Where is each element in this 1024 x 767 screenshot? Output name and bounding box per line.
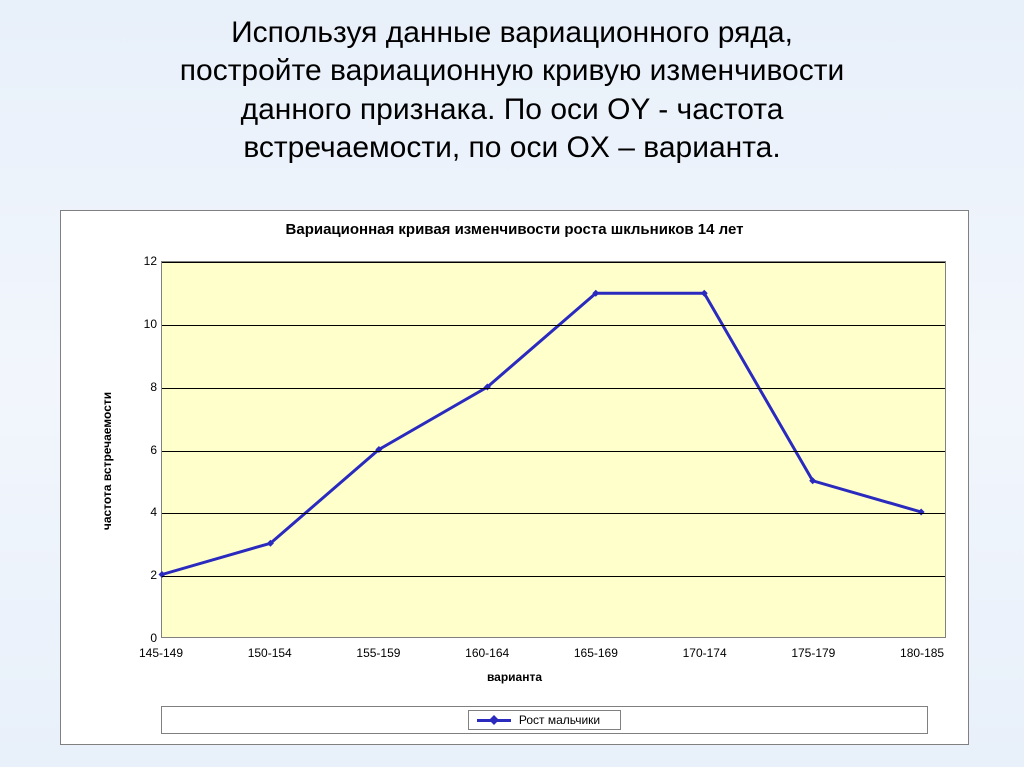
gridline	[162, 325, 945, 326]
heading-line: постройте вариационную кривую изменчивос…	[180, 54, 844, 87]
x-tick-label: 155-159	[356, 646, 400, 660]
gridline	[162, 576, 945, 577]
x-tick-label: 165-169	[574, 646, 618, 660]
y-tick-label: 12	[119, 254, 157, 268]
gridline	[162, 451, 945, 452]
heading-line: встречаемости, по оси OX – варианта.	[243, 131, 780, 164]
legend: Рост мальчики	[161, 706, 928, 734]
legend-line-icon	[477, 719, 511, 722]
slide-heading: Используя данные вариационного ряда, пос…	[0, 0, 1024, 176]
legend-item: Рост мальчики	[468, 710, 621, 730]
series-line	[162, 293, 921, 574]
heading-line: Используя данные вариационного ряда,	[231, 16, 793, 49]
legend-label: Рост мальчики	[519, 713, 600, 727]
y-tick-label: 10	[119, 317, 157, 331]
x-tick-label: 150-154	[248, 646, 292, 660]
y-tick-label: 4	[119, 505, 157, 519]
x-axis-label: варианта	[61, 670, 968, 684]
slide: Используя данные вариационного ряда, пос…	[0, 0, 1024, 767]
x-tick-label: 145-149	[139, 646, 183, 660]
line-series	[162, 262, 945, 637]
y-tick-label: 2	[119, 568, 157, 582]
x-tick-label: 160-164	[465, 646, 509, 660]
series-marker	[918, 509, 925, 516]
y-tick-label: 6	[119, 443, 157, 457]
gridline	[162, 262, 945, 263]
gridline	[162, 388, 945, 389]
x-tick-label: 175-179	[791, 646, 835, 660]
y-tick-label: 0	[119, 631, 157, 645]
chart-title: Вариационная кривая изменчивости роста ш…	[61, 211, 968, 244]
y-axis-label: частота встречаемости	[100, 391, 114, 529]
plot-area	[161, 261, 946, 638]
x-tick-label: 170-174	[683, 646, 727, 660]
gridline	[162, 513, 945, 514]
y-tick-label: 8	[119, 380, 157, 394]
plot-wrap: частота встречаемости 024681012 145-1491…	[119, 255, 950, 666]
heading-line: данного признака. По оси OY - частота	[241, 93, 784, 126]
chart-container: Вариационная кривая изменчивости роста ш…	[60, 210, 969, 745]
x-tick-label: 180-185	[900, 646, 944, 660]
